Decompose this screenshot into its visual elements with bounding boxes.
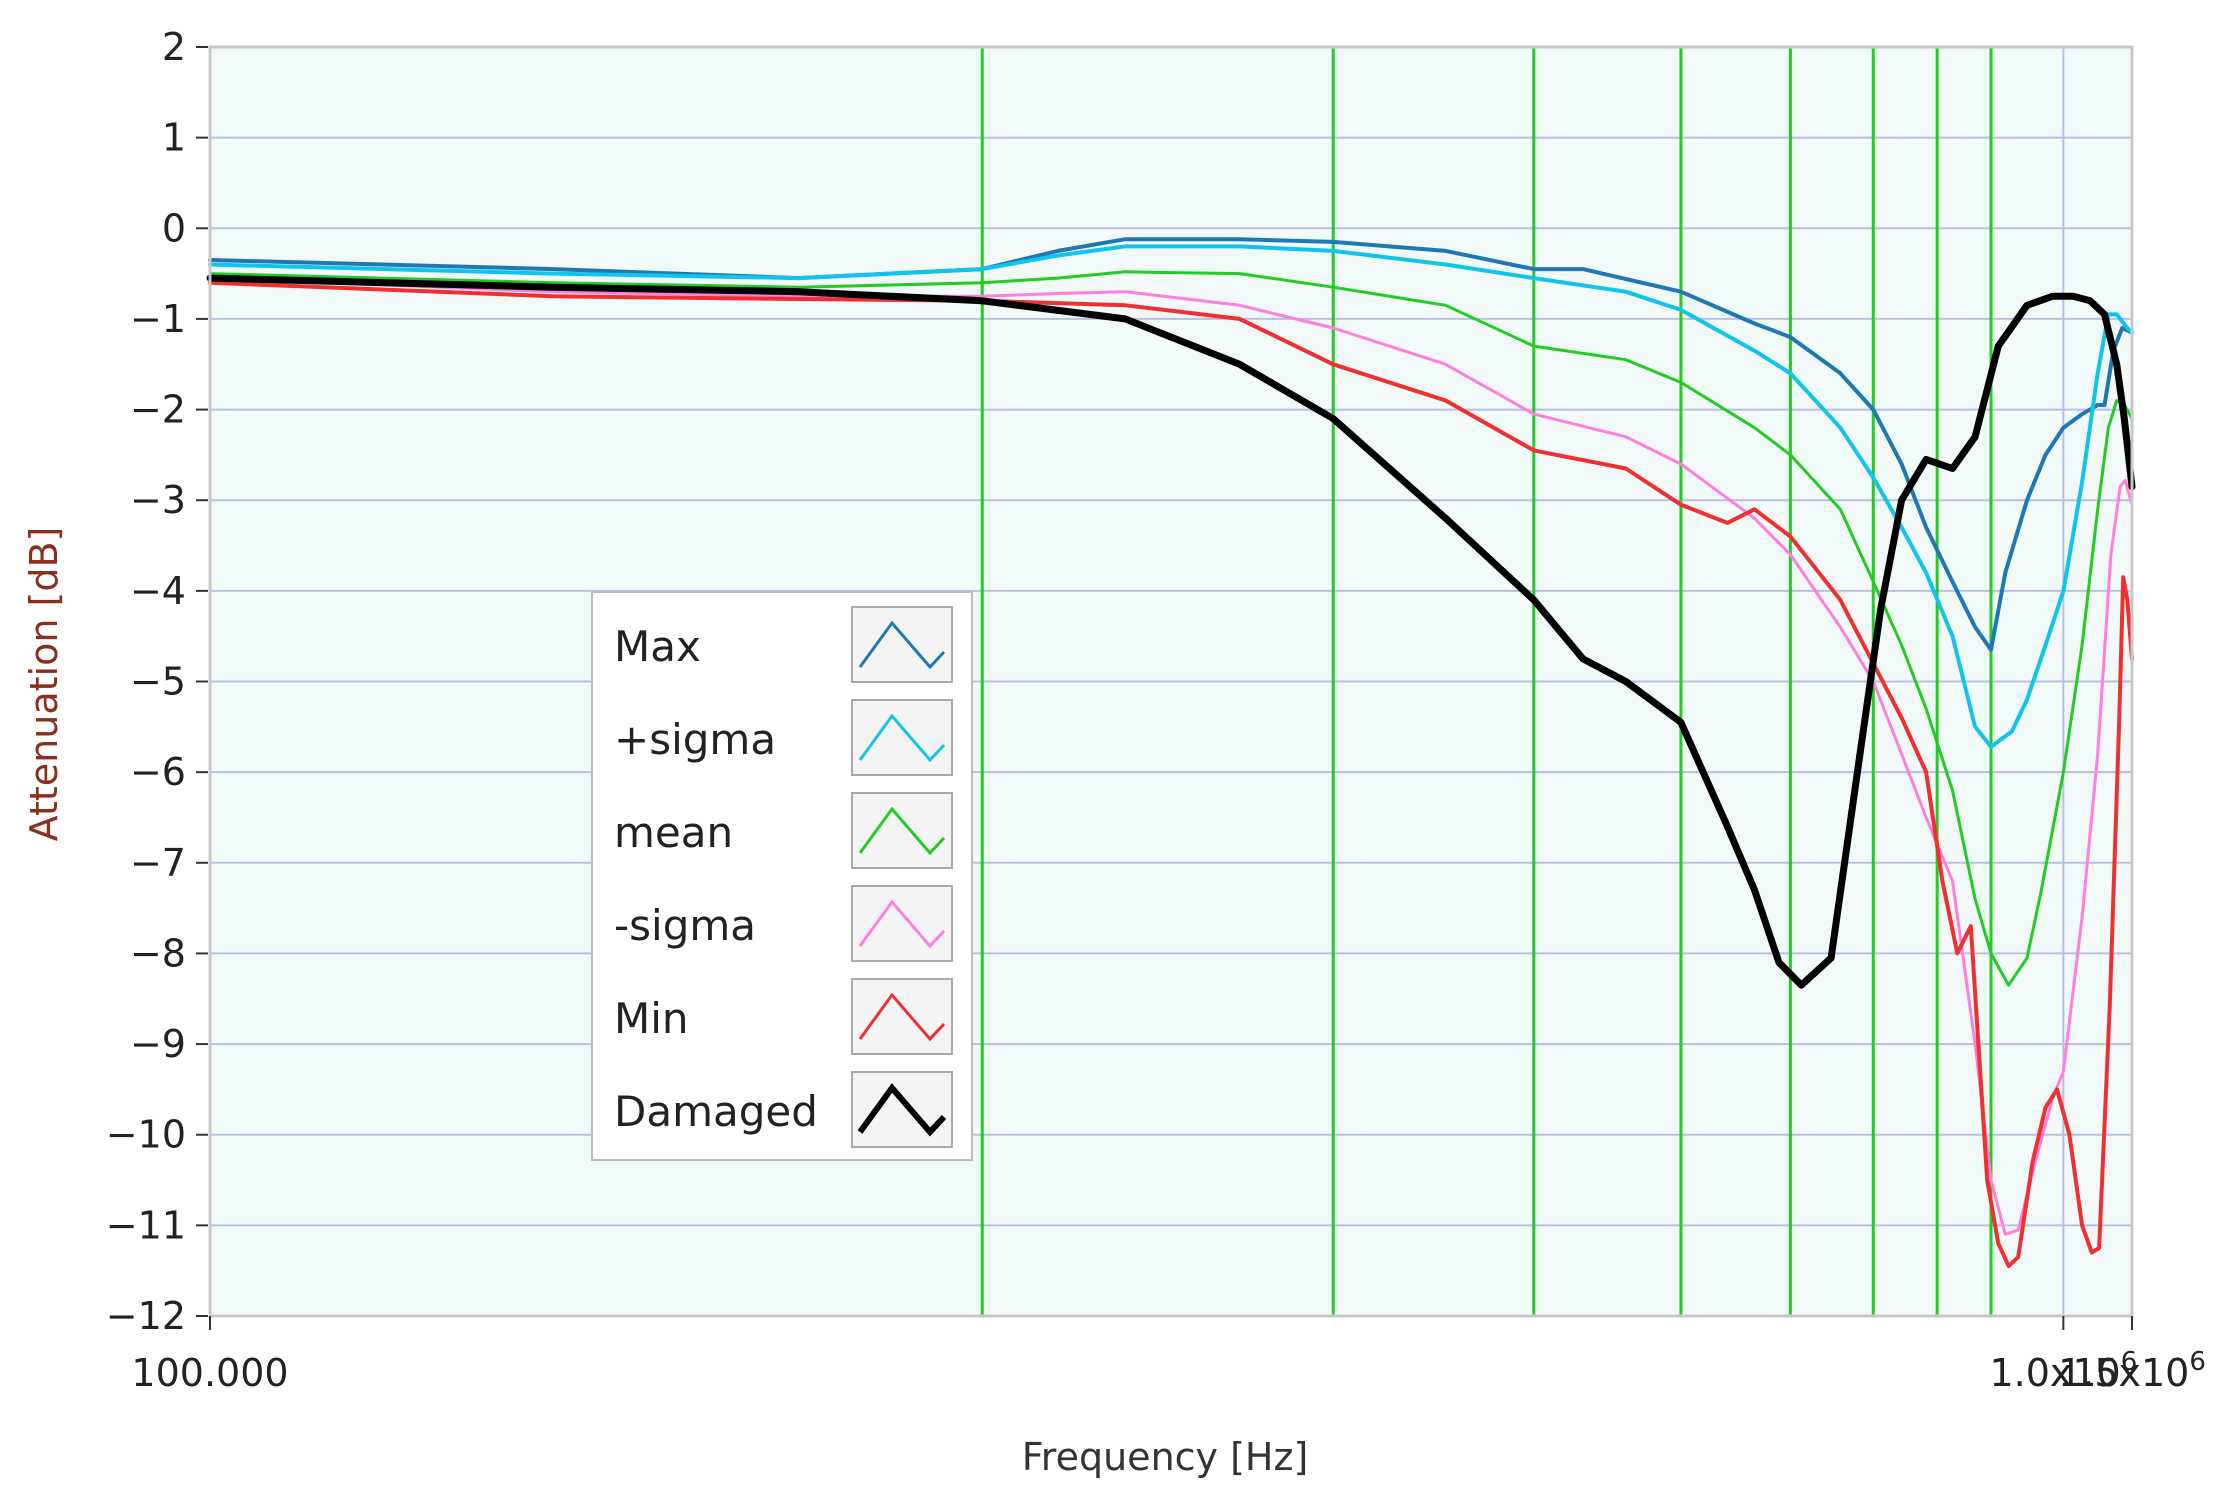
legend-label: +sigma — [614, 715, 776, 764]
legend-swatch-line — [858, 992, 946, 1042]
x-axis-label: Frequency [Hz] — [1022, 1435, 1309, 1479]
x-tick-label: 100.000 — [131, 1351, 288, 1395]
x-tick-label: 1.0x106 — [1989, 1347, 2137, 1395]
x-tick-label: 1.5x106 — [2058, 1347, 2206, 1395]
series-line--sigma — [208, 276, 2134, 1236]
y-tick-label: −5 — [130, 660, 186, 704]
y-tick-label: 2 — [162, 25, 186, 69]
y-tick-label: 1 — [162, 116, 186, 160]
series-line--sigma — [208, 244, 2134, 749]
y-tick-label: −8 — [130, 931, 186, 975]
y-tick-label: −9 — [130, 1022, 186, 1066]
legend-swatch — [851, 606, 953, 683]
y-tick-label: −11 — [106, 1203, 186, 1247]
y-tick-label: −2 — [130, 388, 186, 432]
legend-swatch — [851, 885, 953, 962]
y-tick-label: −1 — [130, 297, 186, 341]
series-lines — [206, 237, 2136, 1269]
legend-label: Damaged — [614, 1087, 818, 1136]
legend: Max +sigma mean -sigma Min Damaged — [591, 591, 973, 1161]
y-tick-label: −10 — [106, 1113, 186, 1157]
series-line-max — [208, 237, 2134, 652]
y-tick-label: 0 — [162, 206, 186, 250]
y-axis-label: Attenuation [dB] — [22, 527, 66, 842]
legend-swatch-line — [858, 806, 946, 856]
y-tick-label: −6 — [130, 750, 186, 794]
series-line-min — [208, 280, 2134, 1269]
legend-swatch-line — [858, 620, 946, 670]
y-tick-label: −4 — [130, 569, 186, 613]
legend-swatch — [851, 1071, 953, 1148]
y-tick-label: −12 — [106, 1294, 186, 1338]
legend-label: -sigma — [614, 901, 756, 950]
legend-swatch-line — [858, 713, 946, 763]
legend-label: mean — [614, 808, 733, 857]
y-axis-ticks: 2 1 0 −1 −2 −3 −4 −5 −6 −7 −8 −9 −10 −11 −12 — [106, 25, 208, 1338]
y-tick-label: −3 — [130, 478, 186, 522]
legend-swatch — [851, 978, 953, 1055]
legend-swatch-line — [857, 1083, 947, 1137]
legend-label: Max — [614, 622, 701, 671]
legend-swatch-line — [858, 899, 946, 949]
series-line-damaged — [206, 274, 2136, 989]
y-tick-label: −7 — [130, 841, 186, 885]
legend-box — [591, 591, 973, 1161]
legend-swatch — [851, 699, 953, 776]
series-line-mean — [208, 270, 2134, 987]
plot-frame — [208, 45, 2134, 1318]
legend-label: Min — [614, 994, 689, 1043]
legend-swatch — [851, 792, 953, 869]
